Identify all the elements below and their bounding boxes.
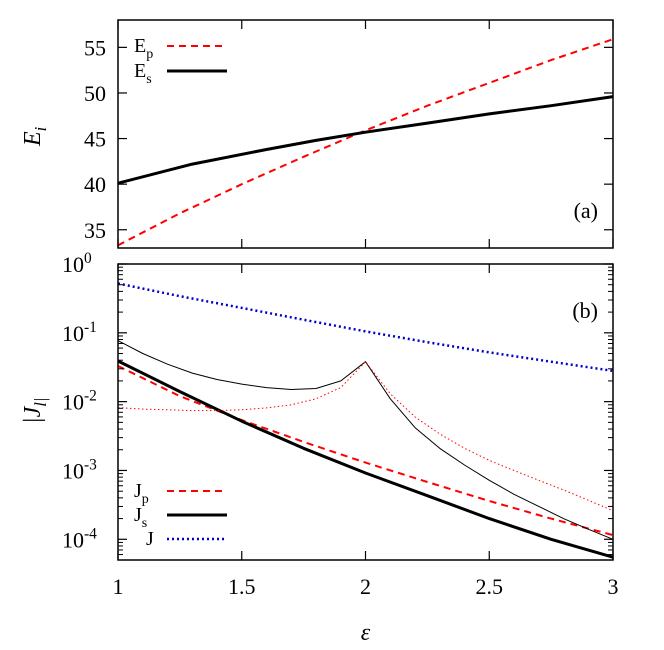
panel-b-x-tick-label: 1.5 xyxy=(228,574,256,599)
x-axis-label: ε xyxy=(361,620,371,646)
panel-a-legend-item-e-p: Ep xyxy=(134,35,227,62)
panel-b-y-tick-label: 10-2 xyxy=(62,388,97,415)
panel-b-series-unlabeled-4-line xyxy=(117,361,614,512)
panel-a-frame xyxy=(117,19,614,249)
panel-a-y-tick-label: 40 xyxy=(84,172,106,197)
panel-b-y-tick-label: 10-1 xyxy=(62,319,97,346)
panel-b-x-tick-label: 1 xyxy=(113,574,124,599)
panel-a-label: (a) xyxy=(574,198,598,223)
panel-a-legend-item-e-s: Es xyxy=(134,60,227,87)
panel-b-series-j-line xyxy=(117,282,614,373)
panel-a-y-axis-label-text: Ei xyxy=(20,126,50,147)
panel-b-series-j-s-line xyxy=(117,359,614,559)
panel-a-legend-label: Es xyxy=(134,60,152,87)
panel-b-series-unlabeled-3-line xyxy=(117,340,614,540)
panel-b-y-axis-label: |Jl| xyxy=(20,397,50,424)
panel-a-y-tick-label: 35 xyxy=(84,218,106,243)
panel-b-legend-item-j-p: Jp xyxy=(134,480,227,507)
panel-b-series-j-p-line xyxy=(117,365,614,537)
panel-b-legend-label: J xyxy=(146,528,154,550)
panel-a-y-tick-label: 45 xyxy=(84,127,106,152)
panel-a-y-axis-label: Ei xyxy=(20,126,50,147)
panel-b-x-tick-label: 2 xyxy=(360,574,371,599)
panel-b-legend-item-j: J xyxy=(146,528,227,550)
panel-b-x-tick-label: 2.5 xyxy=(476,574,504,599)
panel-b: 1 1.5 2 2.5 3 10-4 10-3 10-2 10-1 100 |Jl| ε (b) JpJs… xyxy=(20,250,619,646)
panel-b-plot-area xyxy=(117,282,614,559)
panel-b-legend-label: Js xyxy=(134,504,147,531)
panel-a-y-tick-label: 55 xyxy=(84,35,106,60)
panel-b-y-axis-label-text: |Jl| xyxy=(20,397,50,424)
panel-a-series-e-s-line xyxy=(117,95,614,185)
panel-b-legend-label: Jp xyxy=(134,480,149,507)
panel-b-y-tick-label: 10-4 xyxy=(62,525,97,552)
panel-b-y-tick-label: 100 xyxy=(62,250,92,277)
panel-a-y-tick-label: 50 xyxy=(84,81,106,106)
panel-a-legend-label: Ep xyxy=(134,35,153,62)
panel-b-y-tick-label: 10-3 xyxy=(62,456,97,483)
panel-a-series-e-p-line xyxy=(117,38,614,247)
panel-b-label: (b) xyxy=(572,298,598,323)
panel-a-plot-area xyxy=(117,38,614,247)
panel-b-legend-item-j-s: Js xyxy=(134,504,227,531)
panel-b-x-tick-label: 3 xyxy=(608,574,619,599)
